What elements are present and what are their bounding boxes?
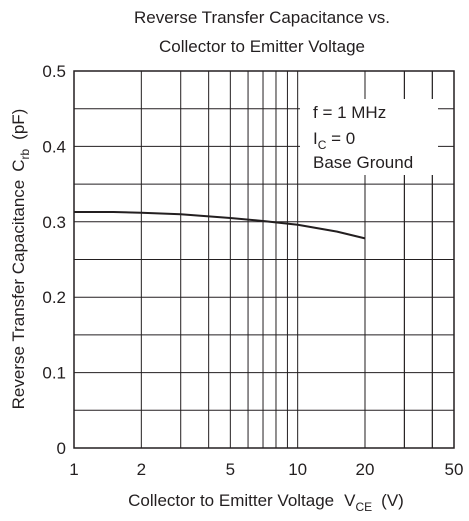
x-axis-label: Collector to Emitter Voltage VCE (V): [128, 491, 404, 514]
x-axis-label-text: Collector to Emitter Voltage: [128, 491, 334, 510]
y-tick-labels: 0 0.1 0.2 0.3 0.4 0.5: [42, 62, 66, 458]
annotation-frequency: f = 1 MHz: [313, 103, 386, 122]
x-axis-label-unit: (V): [381, 491, 404, 510]
y-axis-label-symbol: C: [9, 159, 28, 171]
y-tick-label: 0.3: [42, 213, 66, 232]
y-axis-label-text: Reverse Transfer Capacitance: [9, 180, 28, 410]
x-tick-label: 1: [69, 460, 78, 479]
x-tick-label: 2: [137, 460, 146, 479]
data-series: [74, 212, 365, 238]
y-tick-label: 0.5: [42, 62, 66, 81]
annotation-base-ground: Base Ground: [313, 153, 413, 172]
y-axis-label: Reverse Transfer Capacitance Crb (pF): [9, 109, 32, 410]
x-tick-label: 20: [356, 460, 375, 479]
y-axis-label-subscript: rb: [18, 148, 32, 159]
x-tick-label: 50: [445, 460, 464, 479]
y-tick-label: 0.2: [42, 288, 66, 307]
y-tick-label: 0.1: [42, 364, 66, 383]
x-tick-label: 5: [226, 460, 235, 479]
x-tick-label: 10: [288, 460, 307, 479]
capacitance-curve: [74, 212, 365, 238]
y-tick-label: 0: [57, 439, 66, 458]
chart-title-line2: Collector to Emitter Voltage: [159, 37, 365, 56]
annotation-ic-value: = 0: [326, 129, 355, 148]
x-tick-labels: 1 2 5 10 20 50: [69, 460, 463, 479]
chart-title-line1: Reverse Transfer Capacitance vs.: [134, 8, 390, 27]
y-tick-label: 0.4: [42, 137, 66, 156]
x-axis-label-symbol: V: [344, 491, 356, 510]
x-axis-label-subscript: CE: [355, 500, 372, 514]
annotation-ic-subscript: C: [318, 138, 327, 152]
y-axis-label-unit: (pF): [9, 109, 28, 140]
